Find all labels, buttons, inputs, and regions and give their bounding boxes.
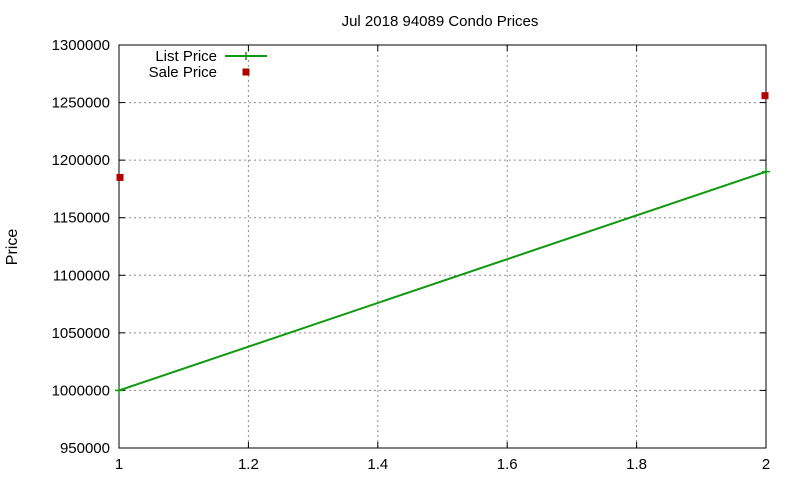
list-price-line [118,170,767,392]
axis-ticks [118,44,767,449]
sale-price-point [761,92,769,100]
list-price-point [115,386,123,395]
y-tick-label: 1000000 [52,382,110,399]
x-tick-label: 1.6 [497,456,518,473]
chart-title: Jul 2018 94089 Condo Prices [342,13,539,30]
x-tick-label: 1.2 [238,456,259,473]
legend-swatch-marker [242,52,250,60]
y-tick-label: 1300000 [52,37,110,54]
y-tick-label: 950000 [60,440,110,457]
legend-swatch-square [242,68,250,76]
list-price-point [762,167,770,176]
y-tick-label: 1100000 [53,267,110,284]
tick-labels: 1 1.2 1.4 1.6 1.8 2 950000 1000000 1050000 110000… [52,37,771,473]
y-axis-label: Price [4,229,21,266]
legend-label: List Price [155,48,217,65]
x-tick-label: 1.4 [367,456,388,473]
y-tick-label: 1150000 [53,210,110,227]
grid-lines [119,45,766,448]
legend-label: Sale Price [149,64,217,81]
x-tick-label: 1 [115,456,123,473]
y-tick-label: 1250000 [52,95,110,112]
series-layer [115,92,770,395]
y-tick-label: 1200000 [52,152,110,169]
sale-price-point [116,173,124,181]
x-tick-label: 2 [762,456,770,473]
y-tick-label: 1050000 [52,325,110,342]
plot-frame [118,44,767,449]
x-tick-label: 1.8 [626,456,647,473]
